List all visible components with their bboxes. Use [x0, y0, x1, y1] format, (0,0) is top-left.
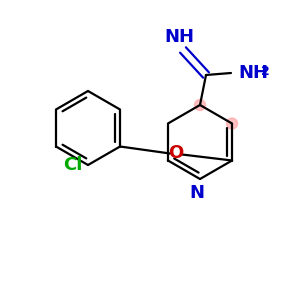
Text: O: O: [168, 145, 184, 163]
Text: 2: 2: [262, 65, 270, 78]
Text: NH: NH: [238, 64, 268, 82]
Circle shape: [226, 118, 238, 129]
Text: NH: NH: [164, 28, 194, 46]
Circle shape: [194, 100, 206, 110]
Text: N: N: [190, 184, 205, 202]
Text: Cl: Cl: [64, 156, 83, 174]
